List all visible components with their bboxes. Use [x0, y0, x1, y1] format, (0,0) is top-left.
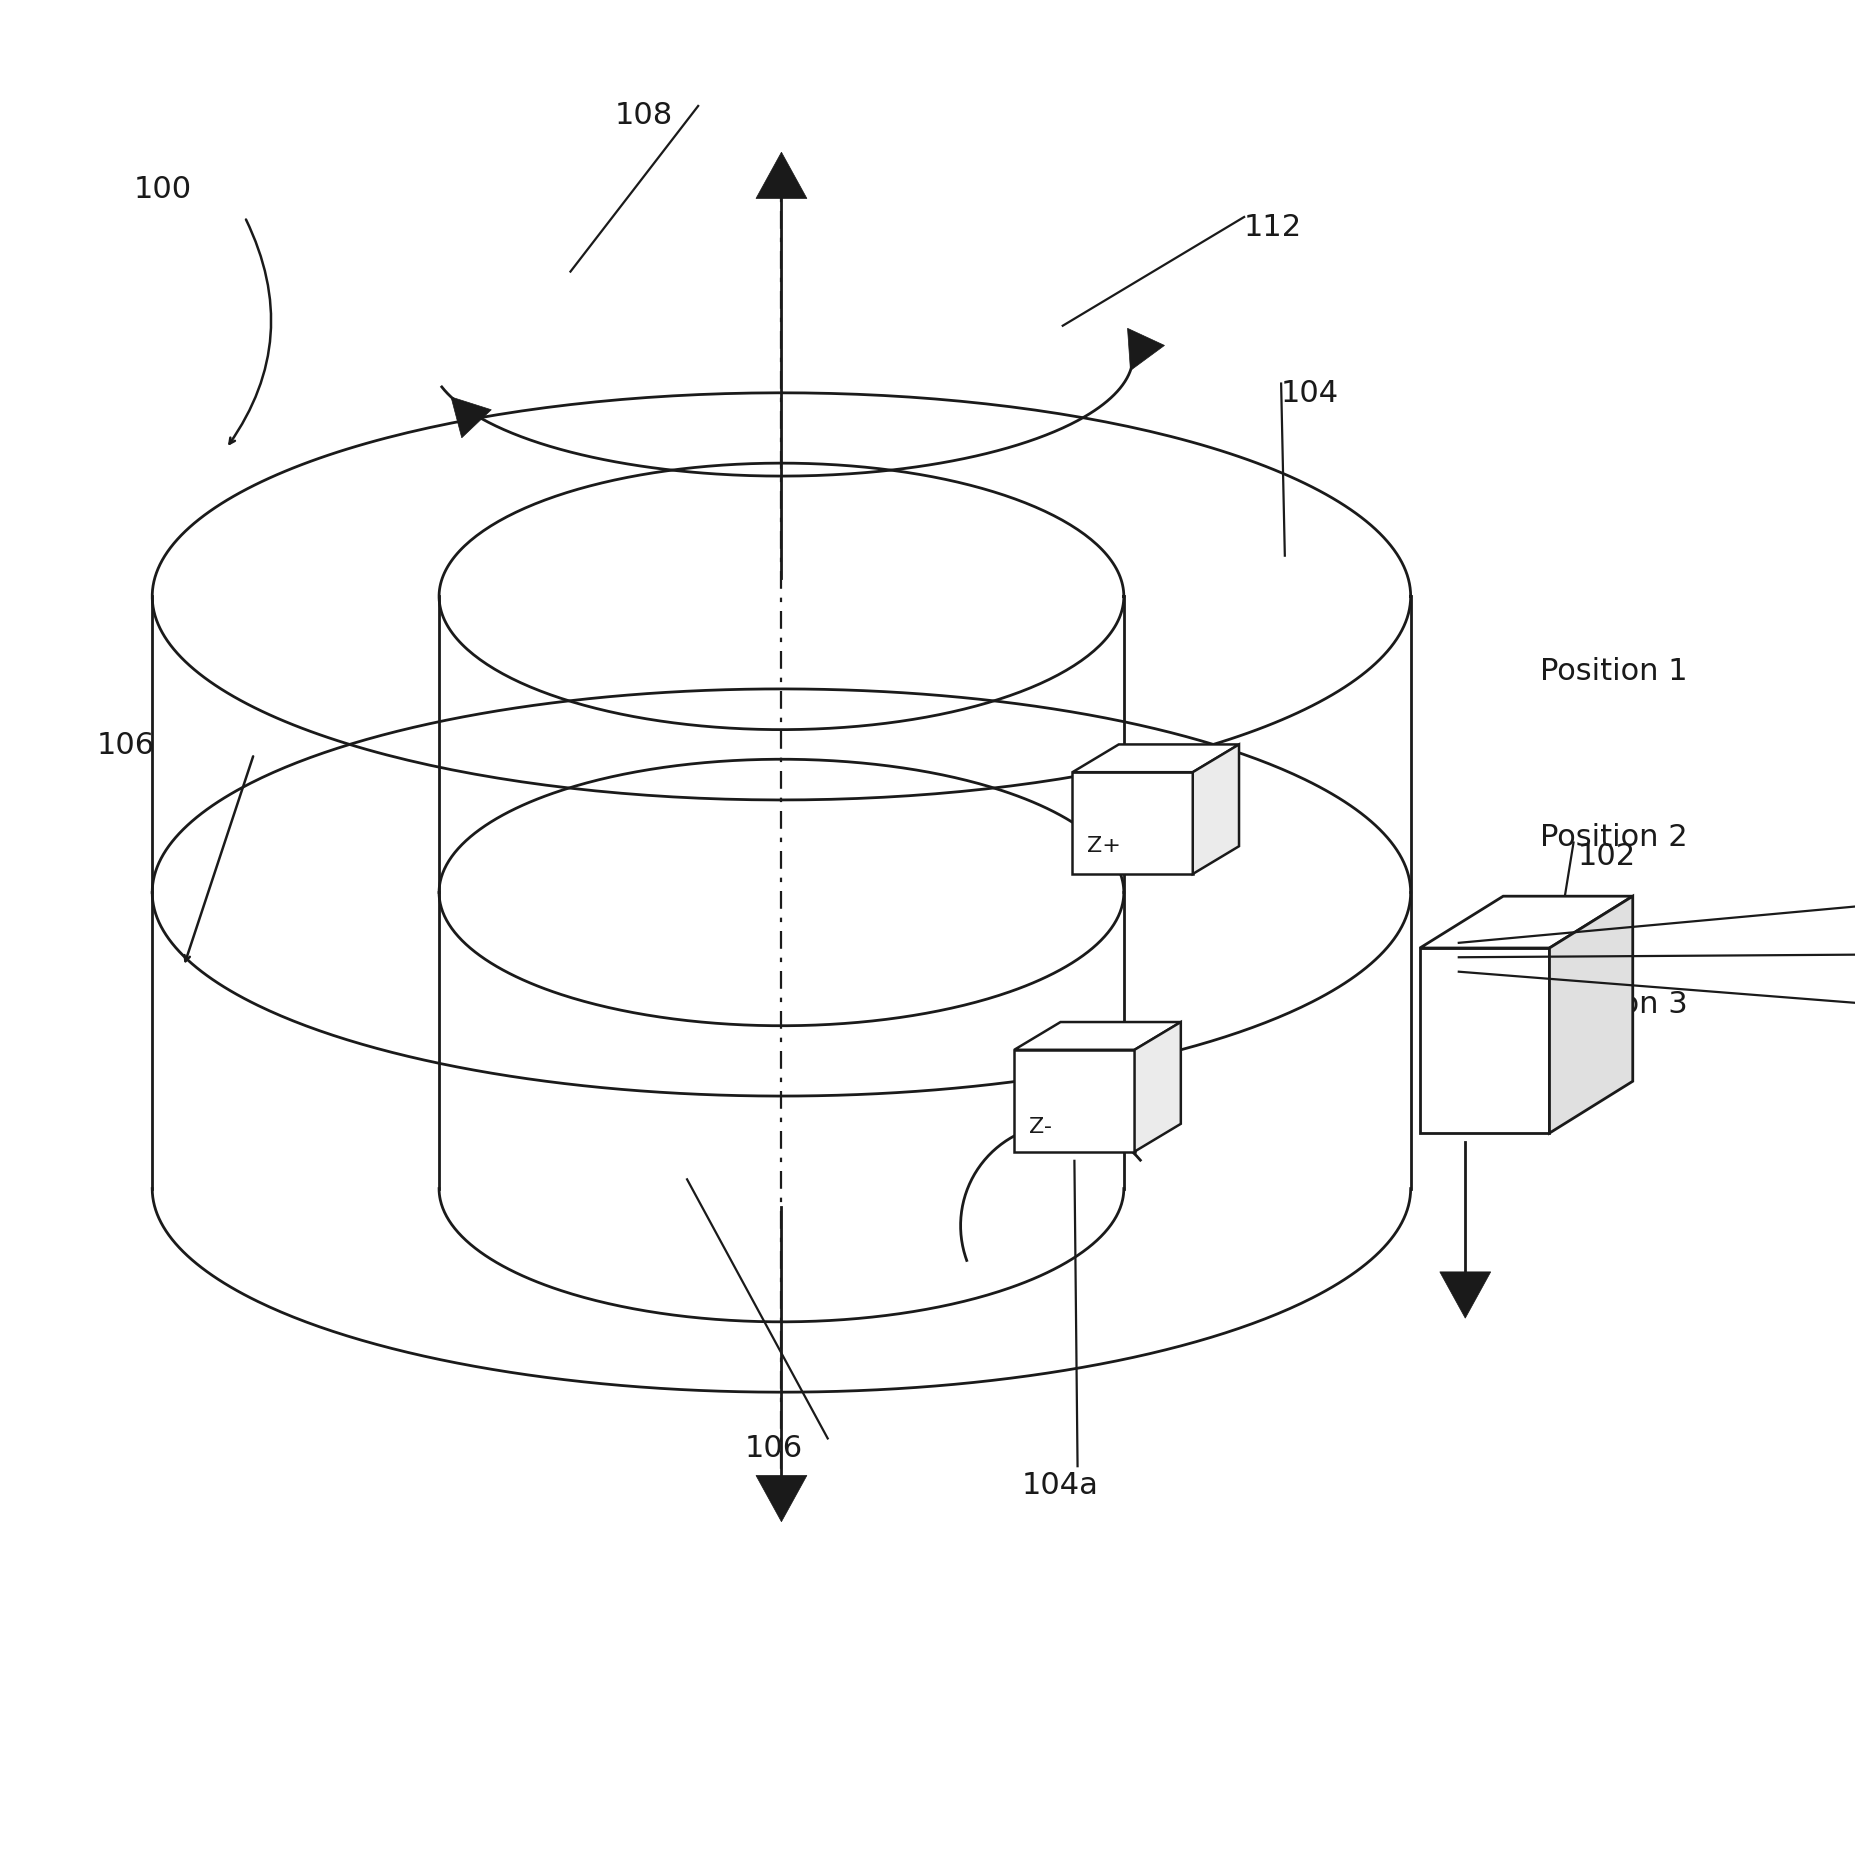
Polygon shape: [1420, 896, 1632, 948]
Text: 112: 112: [1244, 212, 1303, 242]
Polygon shape: [1193, 744, 1240, 874]
Polygon shape: [1015, 1022, 1180, 1050]
Text: 108: 108: [615, 102, 673, 130]
Text: Position 2: Position 2: [1541, 824, 1688, 851]
Polygon shape: [1441, 1272, 1491, 1318]
Text: Position 3: Position 3: [1541, 989, 1688, 1019]
Text: 102: 102: [1576, 842, 1636, 870]
Text: 106: 106: [97, 731, 154, 760]
Polygon shape: [1015, 1050, 1134, 1151]
Polygon shape: [1420, 948, 1549, 1134]
Polygon shape: [1134, 1022, 1180, 1151]
Polygon shape: [757, 1476, 807, 1523]
Text: Z-: Z-: [1030, 1117, 1052, 1138]
Polygon shape: [757, 152, 807, 199]
Polygon shape: [1073, 744, 1240, 771]
Text: Z+: Z+: [1088, 837, 1121, 855]
Text: 100: 100: [134, 175, 191, 204]
Polygon shape: [1549, 896, 1632, 1134]
Text: 104: 104: [1281, 379, 1338, 409]
Polygon shape: [1073, 771, 1193, 874]
Polygon shape: [1128, 329, 1164, 370]
Text: Position 1: Position 1: [1541, 656, 1688, 686]
Text: 106: 106: [744, 1433, 803, 1463]
Text: 104a: 104a: [1022, 1470, 1099, 1500]
Polygon shape: [452, 398, 491, 437]
